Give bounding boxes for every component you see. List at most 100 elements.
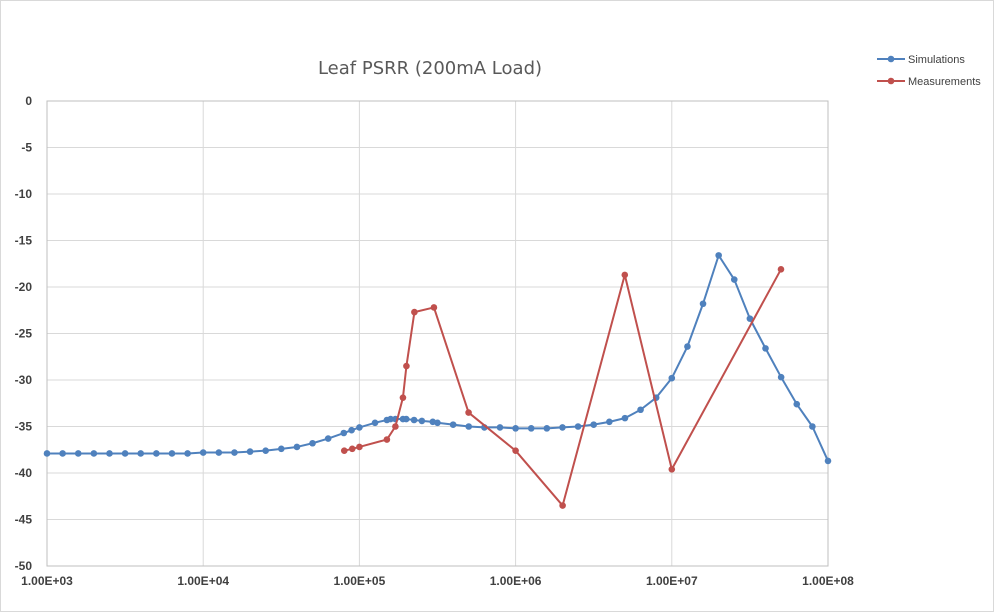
series-simulations	[43, 252, 832, 465]
data-point	[153, 450, 160, 457]
data-point	[574, 423, 582, 430]
y-tick-label: -10	[15, 187, 33, 201]
y-axis-ticks: 0 -5 -10 -15 -20 -25 -30 -35 -40 -45 -50	[15, 94, 33, 573]
data-point	[590, 421, 597, 428]
x-tick-label: 1.00E+05	[334, 574, 386, 588]
data-point	[340, 447, 348, 454]
data-point	[512, 447, 519, 454]
data-point	[527, 425, 535, 432]
data-point	[684, 343, 691, 350]
data-point	[512, 425, 519, 432]
y-tick-label: -30	[15, 373, 33, 387]
data-point	[324, 435, 332, 442]
legend-item-simulations: Simulations	[877, 54, 965, 66]
legend-label: Measurements	[908, 76, 981, 88]
x-axis-ticks: 1.00E+03 1.00E+04 1.00E+05 1.00E+06 1.00E+07…	[21, 574, 854, 588]
data-point	[777, 266, 785, 273]
x-tick-label: 1.00E+03	[21, 574, 73, 588]
data-point	[411, 308, 418, 316]
data-point	[434, 419, 441, 427]
data-point	[278, 445, 285, 453]
data-point	[699, 300, 707, 308]
data-point	[746, 315, 754, 322]
data-point	[199, 449, 207, 456]
data-point	[137, 450, 145, 457]
data-point	[371, 419, 379, 427]
legend-swatch-marker	[887, 77, 895, 85]
data-point	[74, 450, 82, 457]
y-tick-label: -15	[15, 234, 33, 248]
data-point	[777, 373, 785, 381]
data-point	[449, 421, 457, 428]
data-point	[184, 450, 191, 457]
data-point	[43, 450, 51, 457]
data-point	[246, 448, 254, 455]
data-point	[809, 423, 816, 430]
legend-swatch-marker	[887, 55, 895, 63]
data-point	[715, 252, 722, 259]
data-point	[403, 362, 410, 370]
y-tick-label: -20	[15, 280, 33, 294]
data-point	[543, 425, 551, 432]
data-point	[559, 502, 566, 509]
y-tick-label: -35	[15, 420, 33, 434]
data-point	[356, 443, 363, 451]
data-point	[90, 450, 98, 457]
data-point	[621, 414, 629, 422]
data-point	[348, 426, 355, 434]
data-point	[465, 423, 473, 430]
data-point	[637, 406, 644, 414]
data-point	[730, 276, 738, 283]
data-point	[231, 449, 238, 456]
series-layer	[43, 252, 832, 509]
data-point	[392, 423, 399, 430]
series-line	[344, 268, 782, 507]
legend-label: Simulations	[908, 54, 965, 66]
data-point	[465, 409, 472, 416]
x-tick-label: 1.00E+08	[802, 574, 854, 588]
data-point	[387, 415, 394, 423]
data-point	[356, 424, 363, 431]
series-line	[47, 254, 829, 462]
y-tick-label: 0	[25, 94, 32, 108]
data-point	[59, 450, 66, 457]
y-tick-label: -50	[15, 559, 33, 573]
data-point	[496, 424, 504, 431]
data-point	[399, 394, 407, 401]
data-point	[430, 304, 438, 311]
data-point	[348, 445, 356, 453]
data-point	[340, 429, 348, 437]
data-point	[762, 345, 769, 352]
data-point	[383, 436, 391, 443]
x-tick-label: 1.00E+04	[177, 574, 229, 588]
data-point	[309, 439, 316, 447]
x-tick-label: 1.00E+06	[490, 574, 542, 588]
data-point	[121, 450, 129, 457]
x-tick-label: 1.00E+07	[646, 574, 698, 588]
legend-item-measurements: Measurements	[877, 76, 981, 88]
data-point	[668, 465, 676, 473]
y-tick-label: -45	[15, 513, 33, 527]
data-point	[168, 450, 176, 457]
plot-grid	[46, 100, 829, 567]
y-tick-label: -5	[21, 141, 32, 155]
legend: Simulations Measurements	[877, 54, 981, 88]
data-point	[293, 443, 301, 451]
data-point	[262, 447, 269, 454]
data-point	[621, 271, 629, 279]
data-point	[410, 416, 418, 424]
y-tick-label: -40	[15, 466, 33, 480]
data-point	[106, 450, 113, 457]
data-point	[793, 400, 801, 408]
data-point	[215, 449, 223, 456]
data-point	[559, 424, 566, 431]
chart-title: Leaf PSRR (200mA Load)	[318, 58, 542, 79]
data-point	[824, 457, 832, 465]
data-point	[402, 415, 410, 423]
series-measurements	[340, 266, 785, 509]
plot-area-border	[46, 100, 829, 567]
data-point	[606, 418, 613, 426]
data-point	[668, 374, 676, 382]
